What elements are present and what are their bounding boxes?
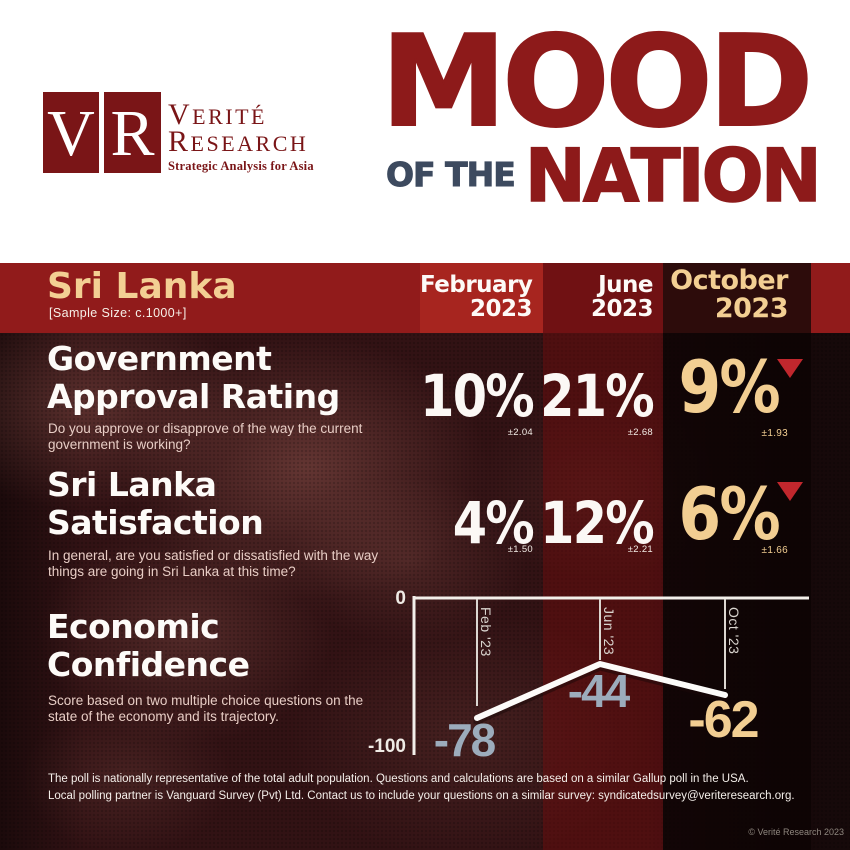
column-bg-february [420,263,543,333]
footnote-line2: Local polling partner is Vanguard Survey… [48,789,795,802]
country-title: Sri Lanka [47,266,237,307]
logo-letter-v: V [47,97,95,170]
logo-wordmark: VERITÉ RESEARCH Strategic Analysis for A… [168,102,314,174]
moe-gov-approval-jun: ±2.68 [627,427,653,438]
moe-satisfaction-jun: ±2.21 [627,544,653,555]
logo-name-line1: VERITÉ [168,98,267,131]
sample-size-label: [Sample Size: c.1000+] [49,306,187,320]
value-satisfaction-feb: 4% [452,489,535,557]
value-satisfaction-jun: 12% [540,489,655,557]
title-mood: MOOD [380,8,814,155]
logo-letter-r: R [110,97,155,170]
title-second-line: OF THE NATION [386,134,823,219]
metric-description-economic-confidence: Score based on two multiple choice quest… [48,693,364,724]
column-header-october: October 2023 [670,265,788,324]
trend-down-icon [777,482,803,501]
column-bg-june [543,263,663,333]
moe-gov-approval-oct: ±1.93 [761,428,788,439]
value-gov-approval-jun: 21% [540,362,655,430]
title-of-the: OF THE [386,155,517,195]
footnote-line1: The poll is nationally representative of… [48,773,749,785]
logo-r-square: R [104,92,161,173]
trend-down-icon [777,359,803,378]
copyright-notice: © Verité Research 2023 [748,827,844,837]
value-gov-approval-oct: 9% [678,345,780,429]
value-gov-approval-feb: 10% [420,362,535,430]
metric-question-satisfaction: In general, are you satisfied or dissati… [48,548,379,579]
moe-satisfaction-feb: ±1.50 [507,544,533,555]
point-label-oct: -62 [688,691,757,749]
footnote: The poll is nationally representative of… [48,771,818,804]
moe-satisfaction-oct: ±1.66 [761,545,788,556]
x-label-oct: Oct '23 [726,607,742,654]
x-label-jun: Jun '23 [601,607,617,655]
table-header-band [0,263,850,333]
metric-title-satisfaction: Sri Lanka Satisfaction [47,465,264,542]
point-label-feb: -78 [434,714,496,766]
moe-gov-approval-feb: ±2.04 [507,427,533,438]
october-column-overlay [663,333,811,850]
title-nation: NATION [524,134,823,219]
y-axis-label-minus100: -100 [368,736,406,757]
column-bg-october [663,263,811,333]
economic-confidence-line-chart: 0 -100 Feb '23 Jun '23 Oct '23 -78 -44 -… [368,588,809,766]
column-header-february: February 2023 [420,272,533,322]
metric-title-government-approval: Government Approval Rating [47,339,340,416]
point-label-jun: -44 [568,665,631,717]
logo-name-line2: RESEARCH [168,125,309,158]
x-label-feb: Feb '23 [478,607,494,657]
metric-question-government-approval: Do you approve or disapprove of the way … [48,421,363,452]
logo-v-square: V [43,92,99,173]
confidence-line [474,661,728,721]
y-axis-label-zero: 0 [395,588,406,609]
value-satisfaction-oct: 6% [678,472,780,556]
june-column-overlay [543,333,663,850]
logo-tagline: Strategic Analysis for Asia [168,159,314,173]
metric-title-economic-confidence: Economic Confidence [47,607,250,684]
column-header-june: June 2023 [590,272,654,322]
